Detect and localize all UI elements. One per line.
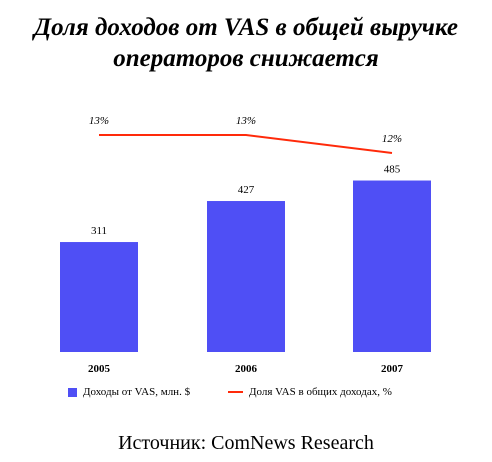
bar-2006 <box>207 201 285 352</box>
line-value-label-2007: 12% <box>382 133 402 145</box>
x-tick-label-2007: 2007 <box>381 363 404 375</box>
legend-swatch-line <box>228 391 243 393</box>
legend-swatch-bars <box>68 387 77 397</box>
legend-item-bars: Доходы от VAS, млн. $ <box>68 386 190 398</box>
x-tick-label-2006: 2006 <box>235 363 258 375</box>
chart-title: Доля доходов от VAS в общей выручке опер… <box>34 14 458 72</box>
legend-label-bars: Доходы от VAS, млн. $ <box>83 386 191 398</box>
legend: Доходы от VAS, млн. $ Доля VAS в общих д… <box>0 386 492 404</box>
bar-value-label-2005: 311 <box>91 225 107 237</box>
bar-value-label-2006: 427 <box>238 184 255 196</box>
bar-2005 <box>60 242 138 352</box>
source-caption: Источник: ComNews Research <box>118 432 374 454</box>
bar-2007 <box>353 180 431 352</box>
legend-label-line: Доля VAS в общих доходах, % <box>249 386 392 398</box>
line-series-share <box>99 134 393 154</box>
bar-value-label-2007: 485 <box>384 164 401 176</box>
line-value-label-2006: 13% <box>236 115 256 127</box>
legend-item-line: Доля VAS в общих доходах, % <box>228 386 392 398</box>
x-tick-label-2005: 2005 <box>88 363 111 375</box>
line-value-label-2005: 13% <box>89 115 109 127</box>
